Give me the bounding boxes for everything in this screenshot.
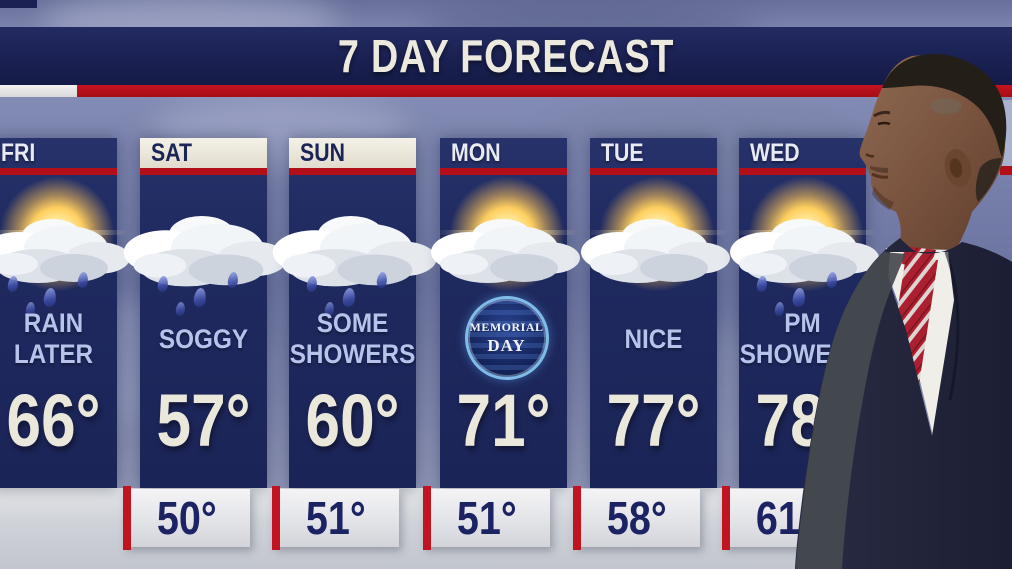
day-label: FRI <box>1 138 36 167</box>
backdrop-sliver <box>1000 100 1012 166</box>
day-header: FRI <box>0 138 117 168</box>
sun-ray <box>735 230 876 235</box>
low-temperature-panel: 50° <box>123 486 250 550</box>
header-red-strip <box>140 168 267 175</box>
condition-text: NICE <box>624 323 683 354</box>
header-red-strip <box>739 168 866 175</box>
badge-line1: MEMORIAL <box>469 320 544 334</box>
rain-drops-icon <box>273 180 433 320</box>
rain-drops-icon <box>0 180 134 320</box>
cloud-icon <box>0 219 130 283</box>
weather-icon <box>723 176 883 320</box>
low-temperature: 50° <box>156 492 217 544</box>
header-red-strip <box>289 168 416 175</box>
sun-ray <box>586 230 727 235</box>
badge-line2: DAY <box>487 336 526 355</box>
forecast-column-sat: SAT <box>123 138 288 550</box>
low-panel-red-bar <box>573 486 581 550</box>
condition-text: PM SHOWERS <box>739 308 866 369</box>
sun-icon <box>747 176 864 292</box>
day-header: MON <box>440 138 567 168</box>
high-temperature: 66° <box>6 378 101 462</box>
low-temperature-panel: 58° <box>573 486 700 550</box>
condition-text: RAIN LATER <box>13 308 94 369</box>
low-temperature-panel: 51° <box>272 486 399 550</box>
weather-icon <box>574 176 734 320</box>
rain-drop <box>755 275 768 293</box>
rain-drops-icon <box>124 180 284 320</box>
title-banner: 7 DAY FORECAST <box>0 27 1012 85</box>
weather-icon <box>0 176 134 320</box>
low-temperature: 51° <box>456 492 517 544</box>
sun-ray <box>0 230 127 235</box>
day-header: TUE <box>590 138 717 168</box>
forecast-column-wed: WED <box>722 138 879 550</box>
condition-text: SOME SHOWERS <box>289 308 416 369</box>
rain-drop <box>6 275 19 293</box>
rain-drop <box>226 271 239 289</box>
low-panel-red-bar <box>123 486 131 550</box>
forecast-column-mon: MON <box>423 138 580 550</box>
condition-text: SOGGY <box>158 323 249 354</box>
page-title: 7 DAY FORECAST <box>337 30 675 82</box>
sun-icon <box>448 176 565 292</box>
rain-drop <box>825 271 838 289</box>
day-header: SAT <box>140 138 267 168</box>
low-panel-red-bar <box>423 486 431 550</box>
rain-drop <box>156 275 169 293</box>
header-red-strip <box>0 168 117 175</box>
backdrop-red-stripe <box>1000 166 1012 175</box>
memorial-day-badge: MEMORIAL DAY <box>464 296 549 380</box>
low-panel-red-bar <box>722 486 730 550</box>
banner-white-strip <box>0 85 77 97</box>
rain-drop <box>305 275 318 293</box>
header-red-strip <box>440 168 567 175</box>
sun-icon <box>0 176 115 292</box>
cloud-icon <box>272 216 437 287</box>
high-temperature: 57° <box>156 378 251 462</box>
low-panel-red-bar <box>272 486 280 550</box>
weather-icon <box>123 180 288 320</box>
low-temperature: 58° <box>606 492 667 544</box>
banner-red-strip <box>77 85 1012 97</box>
cloud-icon <box>430 219 580 283</box>
header-red-strip <box>590 168 717 175</box>
day-header: SUN <box>289 138 416 168</box>
cloud-icon <box>729 219 879 283</box>
rain-drop <box>375 271 388 289</box>
weather-icon <box>272 180 437 320</box>
low-temperature: 51° <box>305 492 366 544</box>
day-header: WED <box>739 138 866 168</box>
forecast-column-fri: FRI <box>0 138 130 488</box>
day-label: TUE <box>601 138 644 167</box>
rain-drop <box>76 271 89 289</box>
low-temperature: 61° <box>755 492 816 544</box>
low-temperature-panel: 51° <box>423 486 550 550</box>
high-temperature: 77° <box>606 378 701 462</box>
forecast-column-tue: TUE <box>573 138 730 550</box>
sun-ray <box>436 230 577 235</box>
cloud-icon <box>123 216 288 287</box>
cloud-icon <box>580 219 730 283</box>
low-temperature-panel: 61° <box>722 486 849 550</box>
forecast-column-sun: SUN <box>272 138 437 550</box>
day-label: SUN <box>300 138 345 167</box>
sun-icon <box>598 176 715 292</box>
high-temperature: 78° <box>755 378 850 462</box>
day-label: SAT <box>151 138 192 167</box>
high-temperature: 60° <box>305 378 400 462</box>
corner-accent <box>0 0 37 8</box>
high-temperature: 71° <box>456 378 551 462</box>
day-label: MON <box>451 138 501 167</box>
day-label: WED <box>750 138 800 167</box>
rain-drops-icon <box>723 180 883 320</box>
